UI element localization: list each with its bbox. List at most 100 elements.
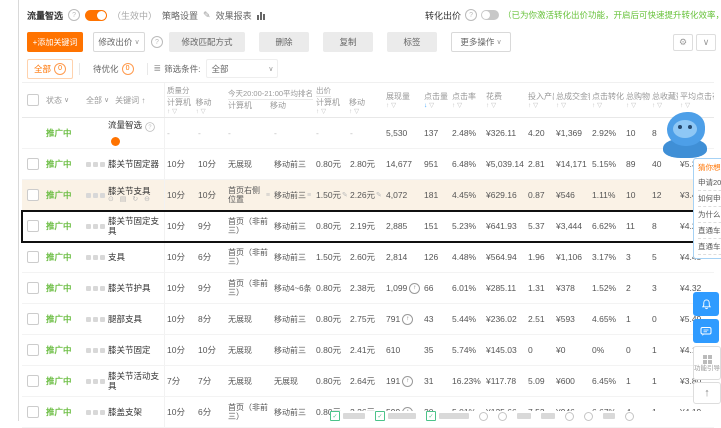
pencil-icon[interactable]: ✎ (203, 9, 211, 20)
sort-icons[interactable]: ↑ ▽ (556, 101, 567, 109)
keyword-cell[interactable]: 腿部支具 (106, 304, 164, 334)
sort-icons[interactable]: ↑ ▽ (680, 101, 691, 109)
info-icon[interactable]: ? (68, 9, 81, 21)
table-row[interactable]: 推广中 支具 10分 6分 首页（非前三） 移动前三 1.50元 2.60元 2,814 126 4… (22, 242, 714, 273)
row-checkbox[interactable] (22, 242, 44, 272)
column-header-imp[interactable]: 展现量 ↑ ▽ (386, 91, 410, 109)
sort-icons[interactable]: ↓ ▽ (424, 101, 435, 109)
table-row[interactable]: 推广中 膝关节活动支具 7分 7分 无展现 无展现 0.80元 2.64元 191 ↑ 31 16.2… (22, 366, 714, 397)
gear-icon[interactable]: ⚙ (673, 34, 693, 51)
sort-icons[interactable]: ↑ ▽ (167, 107, 178, 115)
copy-button[interactable]: 复制 (323, 32, 373, 52)
add-keyword-button[interactable]: +添加关键词 (27, 32, 83, 52)
legend-checkbox-icon[interactable]: ✓ (426, 411, 436, 421)
keyword-cell[interactable]: 膝关节活动支具 (106, 366, 164, 396)
sort-icons[interactable]: ↑ ▽ (386, 101, 397, 109)
table-row[interactable]: 推广中 腿部支具 10分 8分 无展现 移动前三 0.80元 2.75元 791 ↑ 43 5.44%… (22, 304, 714, 335)
row-checkbox[interactable] (22, 366, 44, 396)
scope-dropdown[interactable]: 全部 (86, 95, 102, 105)
info-icon[interactable]: ? (145, 121, 155, 132)
tag-button[interactable]: 标签 (387, 32, 437, 52)
keyword-cell[interactable]: 膝关节支具 ⊙ ▤ ↻ ⊖ (106, 180, 164, 210)
sort-icons[interactable]: ↑ ▽ (452, 101, 463, 109)
chat-button[interactable] (693, 319, 719, 343)
checkbox-icon[interactable] (27, 94, 39, 106)
column-header-ctr[interactable]: 点击率 ↑ ▽ (452, 91, 476, 109)
column-header-carts[interactable]: 总购物车数↑ ▽ (626, 91, 650, 109)
rank-trend-icon[interactable]: ≡ (307, 191, 312, 199)
checkbox-icon[interactable] (27, 251, 39, 263)
sort-icons[interactable]: ↑ ▽ (626, 101, 637, 109)
row-checkbox[interactable] (22, 273, 44, 303)
pencil-icon[interactable]: ✎ (342, 192, 348, 199)
back-to-top-button[interactable]: ↑ (693, 382, 721, 404)
report-chart-icon[interactable] (256, 11, 266, 20)
checkbox-icon[interactable] (27, 189, 39, 201)
sort-icons[interactable]: ↑ ▽ (592, 101, 603, 109)
keyword-cell[interactable]: 膝关节固定 (106, 335, 164, 365)
sort-icons[interactable]: ↑ ▽ (316, 107, 327, 115)
keyword-cell[interactable]: 膝关节固定支具 (106, 211, 164, 241)
legend-checkbox-icon[interactable]: ✓ (375, 411, 385, 421)
info-icon[interactable]: ? (465, 9, 478, 21)
select-all-checkbox[interactable] (22, 83, 44, 117)
modify-bid-dropdown[interactable]: 修改出价 ∨ (93, 32, 145, 52)
table-row[interactable]: 推广中 膝关节固定支具 10分 9分 首页（非前三） 移动前三 0.80元 2.19元 2,88… (21, 210, 715, 243)
column-header-cpc[interactable]: 平均点击花费↑ ▽ (680, 91, 714, 109)
sort-icons[interactable]: ↑ ▽ (195, 107, 206, 115)
help-faq-link[interactable]: 直通车…厂 (698, 223, 721, 239)
checkbox-icon[interactable] (27, 282, 39, 294)
bid-pc[interactable]: 1.50元 ✎ (316, 190, 348, 200)
pencil-icon[interactable]: ✎ (376, 192, 382, 199)
keyword-cell[interactable]: 流量智选? (106, 118, 164, 148)
table-row[interactable]: 推广中 膝关节支具 ⊙ ▤ ↻ ⊖ 10分 10分 首页右侧位置 ≡ 移动前三 ≡ 1.50元 ✎ 2… (22, 180, 714, 211)
row-checkbox[interactable] (22, 304, 44, 334)
table-row[interactable]: 推广中 膝关节固定器 10分 10分 无展现 移动前三 0.80元 2.80元 14,677 95… (22, 149, 714, 180)
sort-icons[interactable]: ↑ ▽ (652, 101, 663, 109)
help-faq-link[interactable]: 如何申请图片功能 (698, 191, 721, 207)
column-header-clicks[interactable]: 点击量 ↓ ▽ (424, 91, 448, 109)
column-header-cvr[interactable]: 点击转化率↑ ▽ (592, 91, 624, 109)
row-checkbox[interactable] (22, 180, 44, 210)
row-checkbox[interactable] (22, 211, 44, 241)
column-header-bid_mobile[interactable]: 移动 ↑ ▽ (349, 97, 365, 115)
keyword-cell[interactable]: 膝盖支架 (106, 397, 164, 427)
feature-guide-button[interactable]: 功能引导 (693, 346, 721, 380)
column-header-status[interactable]: 状态 ∨ (46, 95, 70, 105)
column-header-keyword[interactable]: 关键词 ↑ (115, 95, 146, 105)
effect-report-link[interactable]: 效果报表 (215, 10, 252, 21)
column-header-qs_pc[interactable]: 计算机 ↑ ▽ (167, 97, 191, 115)
column-header-qs_mobile[interactable]: 移动 ↑ ▽ (195, 97, 212, 115)
keyword-cell[interactable]: 支具 (106, 242, 164, 272)
keyword-hover-tools[interactable]: ⊙ ▤ ↻ ⊖ (108, 196, 153, 203)
table-row[interactable]: 推广中 流量智选? - - - - - -5,530 137 2.48% ¥326.11 4.20 ¥1… (22, 118, 714, 149)
assistant-mascot-icon[interactable] (661, 108, 711, 162)
help-faq-link[interactable]: 为什么…过日期… (698, 207, 721, 223)
help-faq-link[interactable]: 直通车…广计划? (698, 239, 721, 255)
column-header-bid_pc[interactable]: 计算机 ↑ ▽ (316, 97, 340, 115)
strategy-settings-link[interactable]: 策略设置 (162, 10, 199, 21)
column-header-favs[interactable]: 总收藏数↑ ▽ (652, 91, 678, 109)
row-checkbox[interactable] (22, 149, 44, 179)
checkbox-icon[interactable] (27, 220, 39, 232)
rank-trend-icon[interactable]: ≡ (265, 191, 270, 199)
notification-button[interactable] (693, 292, 719, 316)
row-checkbox[interactable] (22, 397, 44, 427)
column-header-gmv[interactable]: 总成交金额↑ ▽ (556, 91, 590, 109)
table-row[interactable]: 推广中 膝关节护具 10分 9分 首页（非前三） 移动4~6条 0.80元 2.38元 1,09… (22, 273, 714, 304)
keyword-cell[interactable]: 膝关节护具 (106, 273, 164, 303)
delete-button[interactable]: 删除 (259, 32, 309, 52)
bid-mobile[interactable]: 2.26元 ✎ (350, 190, 382, 200)
column-header-roi[interactable]: 投入产出比↑ ▽ (528, 91, 554, 109)
checkbox-icon[interactable] (27, 158, 39, 170)
checkbox-icon[interactable] (27, 344, 39, 356)
keyword-cell[interactable]: 膝关节固定器 (106, 149, 164, 179)
filter-condition-select[interactable]: 全部 ∨ (206, 59, 279, 78)
flow-smart-toggle[interactable] (85, 9, 108, 21)
collapse-chevron-icon[interactable]: ∨ (696, 34, 716, 51)
legend-checkbox-icon[interactable]: ✓ (330, 411, 340, 421)
column-header-cost[interactable]: 花费 ↑ ▽ (486, 91, 502, 109)
checkbox-icon[interactable] (27, 313, 39, 325)
sort-icons[interactable]: ↑ ▽ (486, 101, 497, 109)
help-faq-link[interactable]: 申请20… (698, 175, 721, 191)
